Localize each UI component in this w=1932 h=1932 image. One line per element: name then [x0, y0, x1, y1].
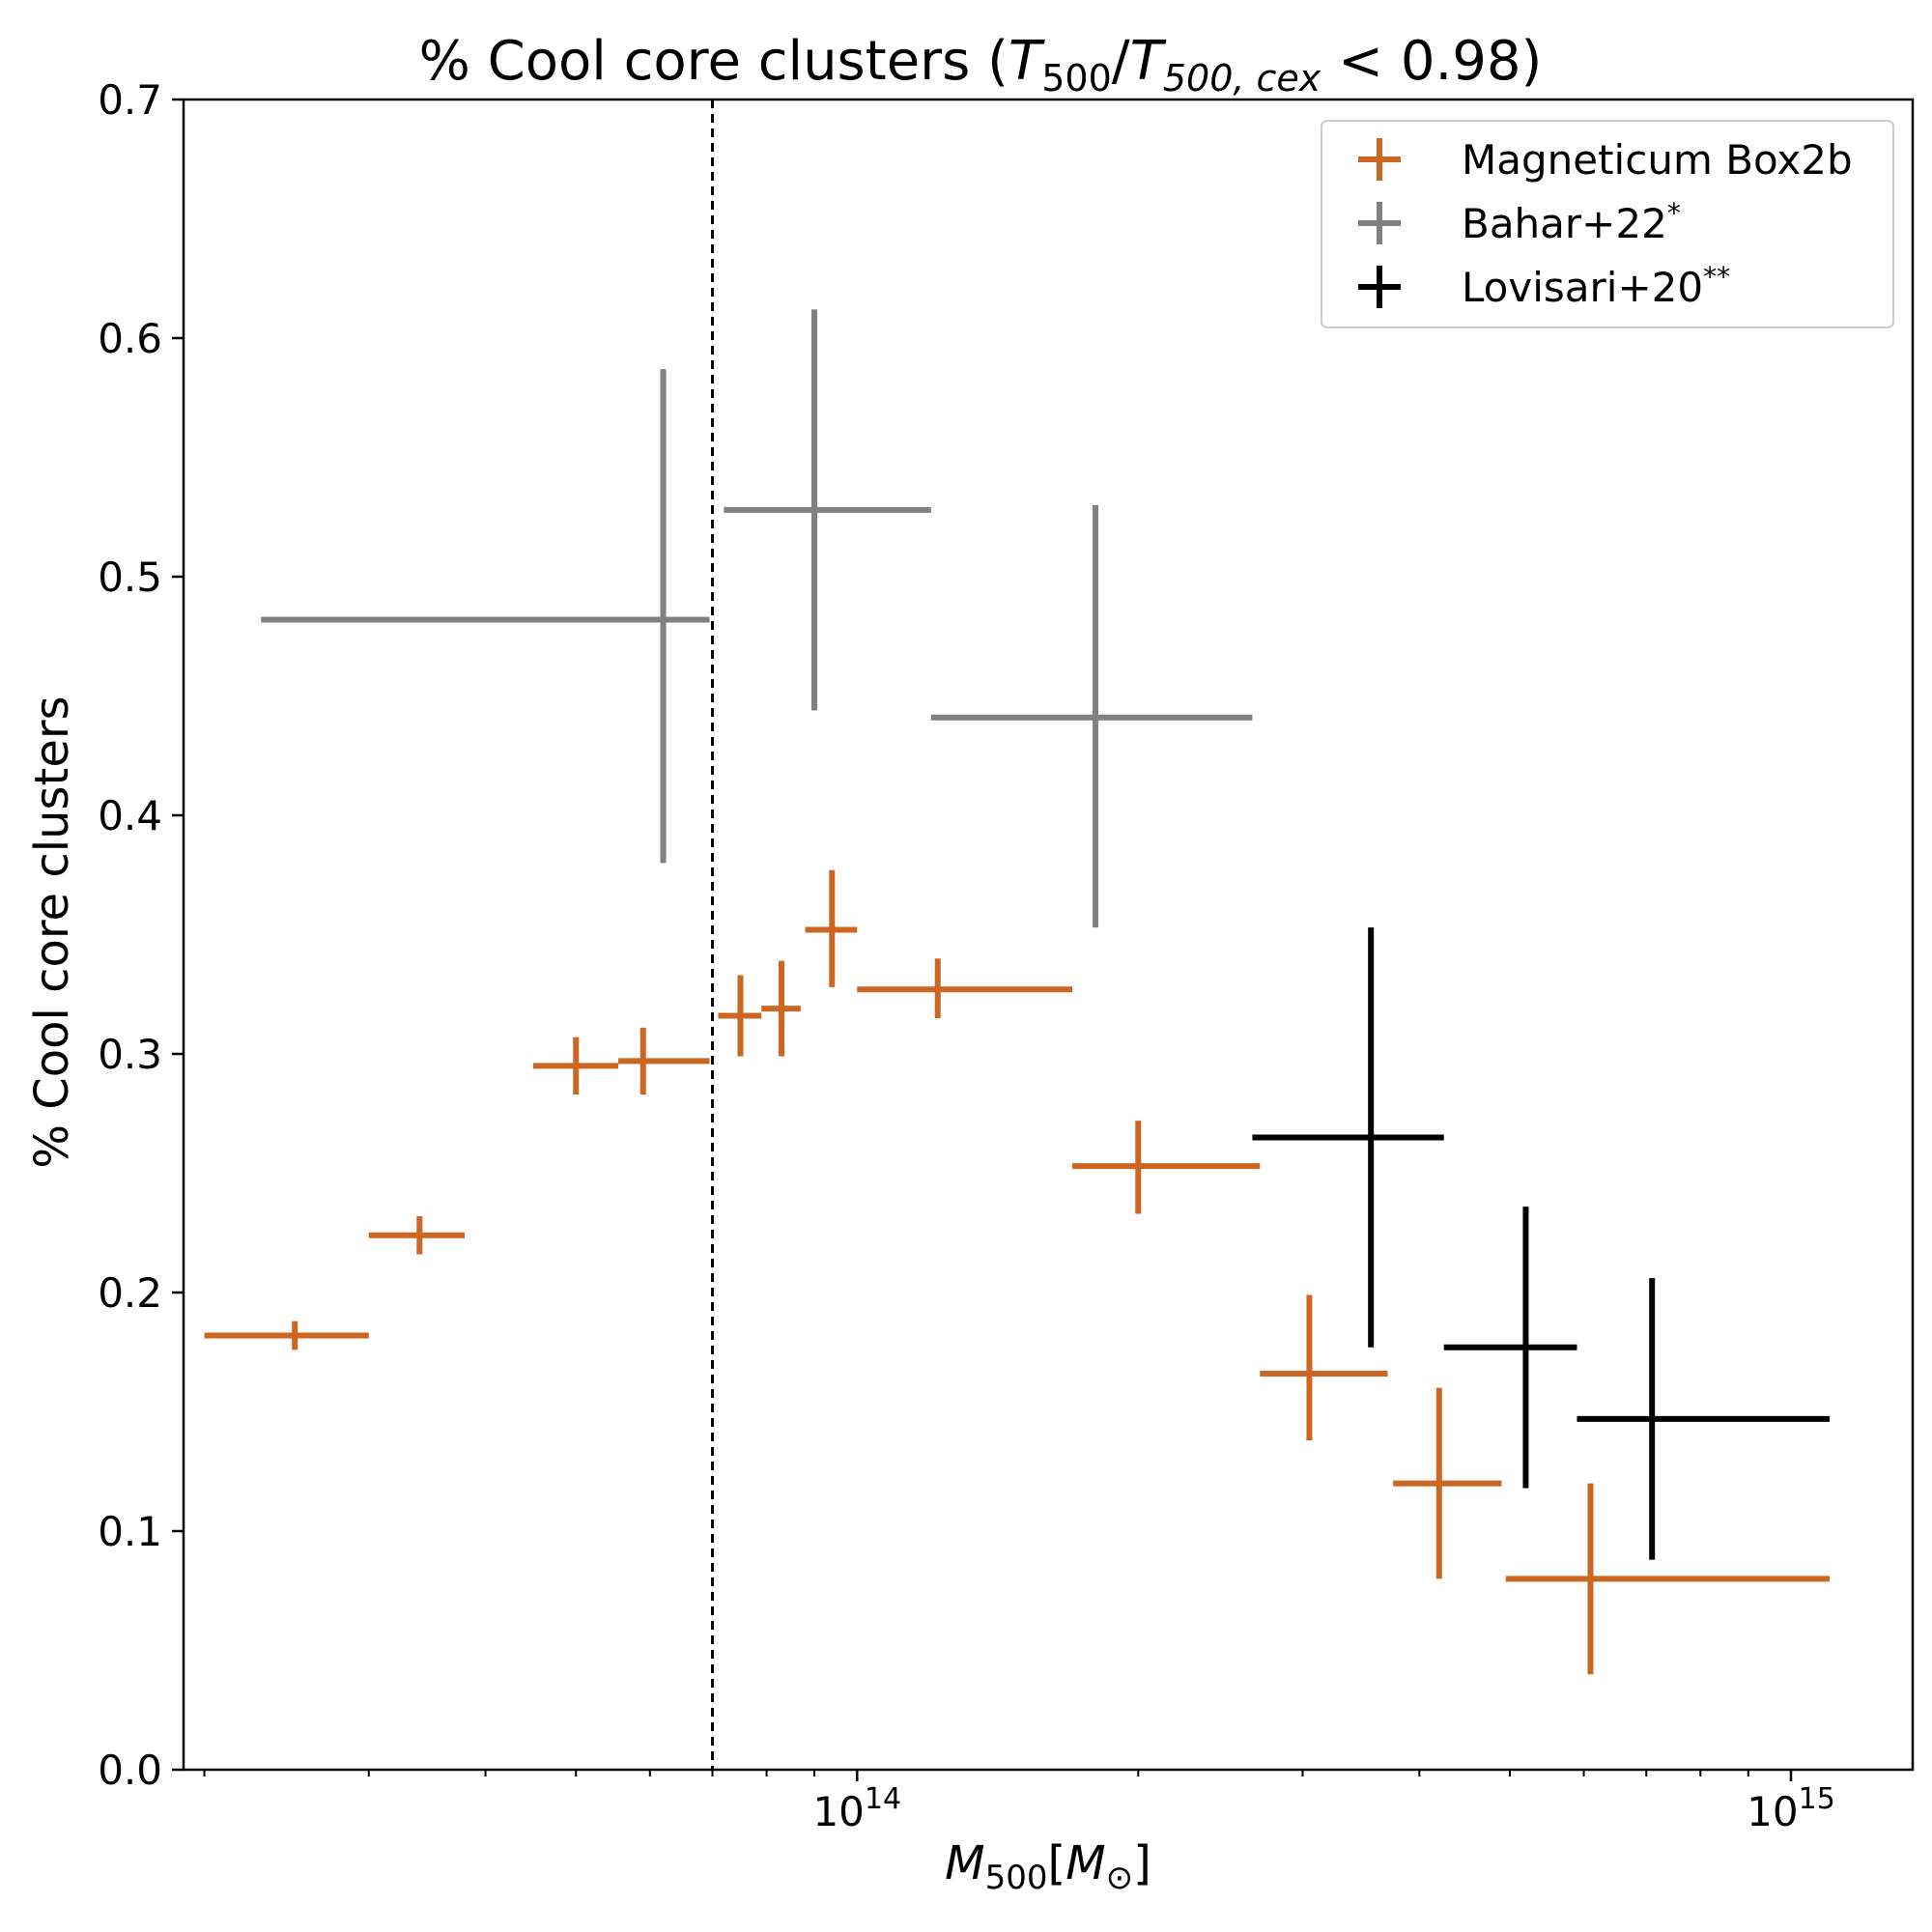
- series-bahar-22: [261, 309, 1253, 928]
- plot-area: [204, 99, 1831, 1770]
- axes-frame: [182, 98, 1915, 1772]
- x-tick-label: 1015: [1747, 1782, 1835, 1835]
- legend-box: [1321, 120, 1894, 328]
- series-magneticum-box2b: [204, 869, 1831, 1675]
- y-tick-label: 0.5: [98, 554, 162, 601]
- y-tick-label: 0.0: [98, 1747, 162, 1794]
- data-point: [1505, 1483, 1831, 1675]
- data-point: [1577, 1278, 1831, 1560]
- y-tick-label: 0.1: [98, 1508, 162, 1555]
- data-point: [761, 960, 801, 1057]
- data-point: [618, 1027, 710, 1094]
- data-point: [718, 975, 762, 1057]
- legend: Magneticum Box2b Bahar+22* Lovisari+20**: [1321, 120, 1894, 328]
- data-point: [724, 309, 931, 711]
- y-tick-label: 0.6: [98, 315, 162, 362]
- data-point: [857, 958, 1073, 1018]
- legend-label: Lovisari+20**: [1462, 261, 1730, 311]
- data-point: [930, 504, 1253, 928]
- data-point: [1252, 927, 1444, 1348]
- data-point: [204, 1321, 369, 1350]
- data-point: [1260, 1294, 1388, 1441]
- y-tick-label: 0.2: [98, 1269, 162, 1317]
- y-tick-label: 0.4: [98, 792, 162, 839]
- data-point: [261, 369, 710, 864]
- data-point: [1072, 1121, 1261, 1214]
- data-point: [805, 869, 858, 987]
- x-axis-label: M500[M⊙]: [945, 1836, 1151, 1897]
- x-tick-label: 1014: [812, 1782, 901, 1835]
- data-point: [1393, 1387, 1502, 1579]
- legend-entry: Bahar+22*: [1358, 197, 1681, 247]
- x-axis: 1014 1015: [203, 1770, 1835, 1835]
- legend-entry: Lovisari+20**: [1358, 261, 1730, 311]
- data-point: [368, 1215, 466, 1255]
- y-tick-label: 0.3: [98, 1031, 162, 1078]
- data-point: [533, 1037, 619, 1094]
- y-axis-label: % Cool core clusters: [25, 696, 79, 1168]
- legend-entry: Magneticum Box2b: [1358, 136, 1853, 184]
- chart-title: % Cool core clusters (T500/T500, cex < 0…: [419, 30, 1543, 99]
- data-point: [1443, 1207, 1577, 1489]
- y-axis: 0.0 0.1 0.2 0.3 0.4 0.5 0.6 0.7: [98, 76, 184, 1794]
- y-tick-label: 0.7: [98, 76, 162, 124]
- legend-label: Magneticum Box2b: [1462, 136, 1853, 184]
- series-lovisari-20: [1252, 927, 1831, 1560]
- legend-label: Bahar+22*: [1462, 197, 1681, 247]
